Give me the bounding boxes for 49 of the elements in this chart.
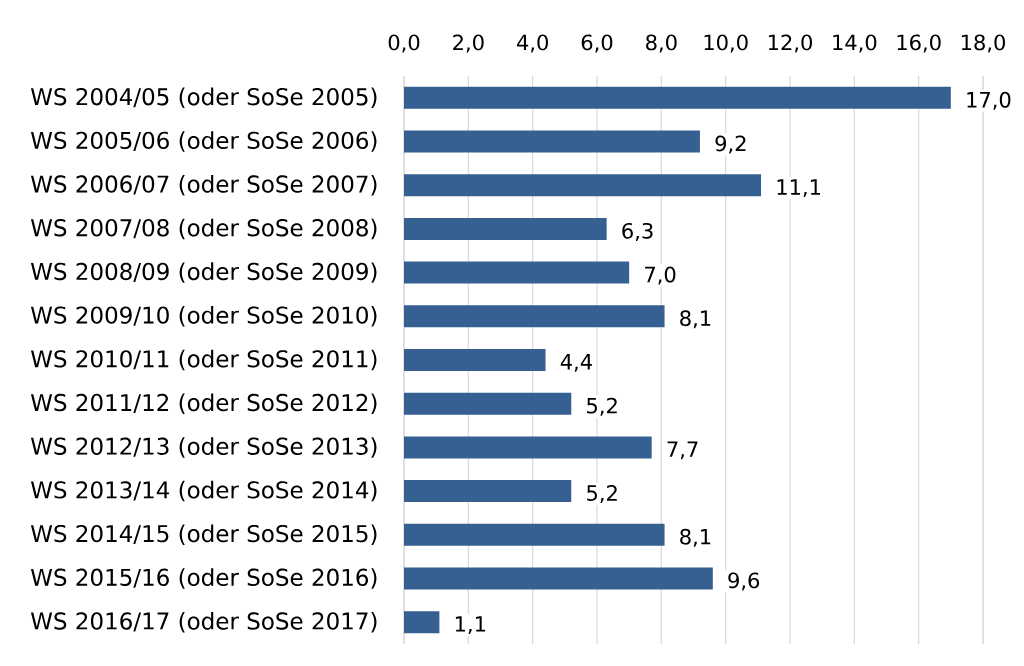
y-tick-label: WS 2008/09 (oder SoSe 2009) xyxy=(30,262,377,283)
bar xyxy=(404,611,440,634)
bar xyxy=(404,436,652,459)
data-label: 11,1 xyxy=(777,179,821,198)
y-tick-label: WS 2010/11 (oder SoSe 2011) xyxy=(30,349,377,371)
bar xyxy=(404,392,572,415)
x-tick-label: 0,0 xyxy=(388,34,420,53)
data-label: 8,1 xyxy=(680,310,711,329)
bar xyxy=(404,348,546,371)
bar xyxy=(404,305,665,328)
y-tick-label: WS 2004/05 (oder SoSe 2005) xyxy=(30,87,377,109)
x-tick-label: 2,0 xyxy=(453,34,484,53)
bar xyxy=(404,523,665,546)
data-label: 4,4 xyxy=(560,354,592,372)
x-tick-label: 18,0 xyxy=(961,34,1005,53)
data-label: 9,6 xyxy=(728,572,760,591)
y-tick-label: WS 2007/08 (oder SoSe 2008) xyxy=(30,218,377,240)
y-tick-label: WS 2015/16 (oder SoSe 2016) xyxy=(30,568,377,589)
x-tick-label: 4,0 xyxy=(517,34,548,53)
y-tick-label: WS 2006/07 (oder SoSe 2007) xyxy=(30,174,377,196)
data-label: 9,2 xyxy=(715,135,746,154)
data-label: 1,1 xyxy=(455,616,486,635)
y-tick-label: WS 2009/10 (oder SoSe 2010) xyxy=(30,306,377,327)
data-label: 5,2 xyxy=(587,397,617,416)
bar xyxy=(404,130,700,153)
data-label: 7,0 xyxy=(645,266,676,285)
bar xyxy=(404,480,572,503)
data-label: 6,3 xyxy=(622,222,653,241)
y-tick-label: WS 2014/15 (oder SoSe 2015) xyxy=(30,524,377,546)
y-tick-label: WS 2013/14 (oder SoSe 2014) xyxy=(30,480,377,502)
data-label: 8,1 xyxy=(680,528,711,547)
data-label: 17,0 xyxy=(967,91,1011,110)
data-label: 7,7 xyxy=(667,441,698,460)
y-tick-label: WS 2011/12 (oder SoSe 2012) xyxy=(30,393,377,414)
x-tick-label: 12,0 xyxy=(768,34,812,53)
y-tick-label: WS 2005/06 (oder SoSe 2006) xyxy=(30,131,377,152)
bar xyxy=(404,174,762,197)
bar xyxy=(404,567,713,590)
y-tick-label: WS 2016/17 (oder SoSe 2017) xyxy=(30,611,377,633)
bar xyxy=(404,261,630,284)
x-tick-label: 10,0 xyxy=(704,34,748,53)
x-tick-label: 14,0 xyxy=(833,34,877,53)
bar xyxy=(404,86,951,109)
x-tick-label: 16,0 xyxy=(897,34,941,53)
bar xyxy=(404,217,607,240)
y-tick-label: WS 2012/13 (oder SoSe 2013) xyxy=(30,437,377,458)
x-tick-label: 8,0 xyxy=(646,34,677,53)
x-tick-label: 6,0 xyxy=(581,34,613,53)
data-label: 5,2 xyxy=(587,485,617,504)
